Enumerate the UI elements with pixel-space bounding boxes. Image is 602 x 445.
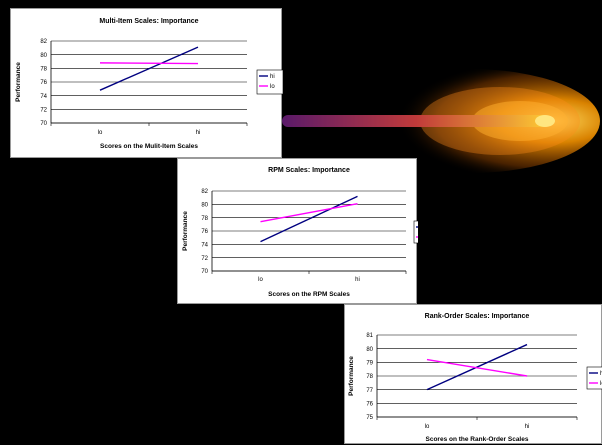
x-tick-label: lo [258, 277, 263, 283]
chart-title: Multi-Item Scales: Importance [99, 18, 198, 25]
x-tick-label: lo [425, 424, 430, 430]
y-tick-label: 79 [366, 361, 373, 367]
x-tick-label: lo [98, 130, 103, 136]
y-axis-title: Performance [348, 356, 355, 396]
legend-label-hi: hi [600, 371, 602, 377]
y-tick-label: 78 [40, 67, 47, 73]
series-line-lo [426, 358, 528, 377]
series-line-lo [260, 202, 358, 223]
comet-core [535, 115, 555, 127]
comet-tail [282, 115, 550, 127]
y-tick-label: 78 [366, 374, 373, 380]
x-axis-title: Scores on the RPM Scales [268, 291, 350, 298]
y-tick-label: 81 [366, 333, 373, 339]
y-tick-label: 82 [201, 189, 208, 195]
chart-svg: Multi-Item Scales: Importance 70 72 74 76 78 8… [15, 18, 283, 150]
chart-rpm: RPM Scales: Importance 70 72 74 76 78 80 82 lo hi… [177, 158, 418, 304]
y-tick-label: 76 [366, 402, 373, 408]
y-tick-label: 72 [40, 108, 47, 114]
x-axis-title: Scores on the Mulit-Item Scales [100, 143, 198, 150]
chart-rank-order: Rank-Order Scales: Importance 75 76 77 78 79 8… [344, 304, 602, 444]
y-axis-title: Performance [182, 211, 189, 251]
chart-multi-item: Multi-Item Scales: Importance 70 72 74 76 78 8… [10, 8, 283, 158]
y-tick-label: 78 [201, 216, 208, 222]
x-tick-label: hi [196, 130, 201, 136]
series-line-lo [99, 62, 199, 65]
chart-title: Rank-Order Scales: Importance [425, 313, 530, 320]
y-tick-label: 80 [40, 53, 47, 59]
y-tick-label: 82 [40, 39, 47, 45]
y-tick-label: 80 [366, 347, 373, 353]
legend-label-lo: lo [270, 84, 275, 90]
x-tick-label: hi [525, 424, 530, 430]
y-tick-label: 76 [40, 80, 47, 86]
chart-svg: RPM Scales: Importance 70 72 74 76 78 80 82 lo hi… [182, 167, 418, 298]
chart-svg: Rank-Order Scales: Importance 75 76 77 78 79 8… [348, 313, 602, 443]
y-tick-label: 70 [201, 269, 208, 275]
legend-label-hi: hi [270, 74, 275, 80]
series-line-hi [260, 195, 358, 243]
y-tick-label: 77 [366, 388, 373, 394]
legend-box [413, 220, 418, 244]
y-tick-label: 70 [40, 121, 47, 127]
x-axis-title: Scores on the Rank-Order Scales [426, 436, 529, 443]
y-tick-label: 74 [201, 243, 208, 249]
y-axis-title: Performance [15, 62, 22, 102]
x-tick-label: hi [355, 277, 360, 283]
legend-label-lo: lo [600, 381, 602, 387]
y-tick-label: 80 [201, 203, 208, 209]
chart-title: RPM Scales: Importance [268, 167, 350, 174]
legend-box [256, 69, 283, 95]
y-tick-label: 76 [201, 229, 208, 235]
y-tick-label: 74 [40, 94, 47, 100]
series-line-hi [99, 46, 199, 91]
y-tick-label: 75 [366, 415, 373, 421]
y-tick-label: 72 [201, 256, 208, 262]
